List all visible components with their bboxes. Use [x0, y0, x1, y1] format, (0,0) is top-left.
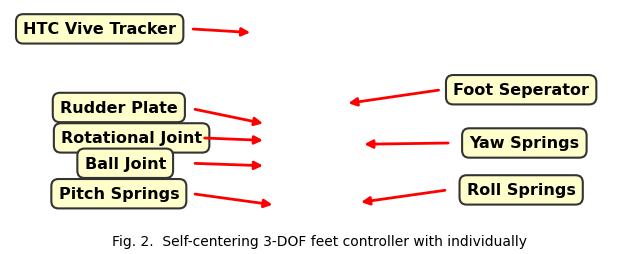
Text: Pitch Springs: Pitch Springs: [58, 186, 179, 201]
Text: Rudder Plate: Rudder Plate: [60, 101, 178, 116]
Text: Yaw Springs: Yaw Springs: [469, 136, 579, 151]
Text: Rotational Joint: Rotational Joint: [61, 131, 202, 146]
Text: Ball Joint: Ball Joint: [84, 156, 166, 171]
Text: Roll Springs: Roll Springs: [467, 183, 575, 198]
Text: HTC Vive Tracker: HTC Vive Tracker: [23, 22, 176, 37]
Text: Fig. 2.  Self-centering 3-DOF feet controller with individually: Fig. 2. Self-centering 3-DOF feet contro…: [113, 234, 527, 248]
Text: Foot Seperator: Foot Seperator: [453, 83, 589, 98]
